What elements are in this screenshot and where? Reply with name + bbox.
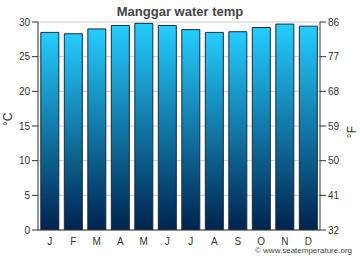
- html-text:© www.seatemperature.org: © www.seatemperature.org: [255, 246, 352, 255]
- svg-text:20: 20: [19, 86, 31, 97]
- svg-text:°F: °F: [345, 126, 352, 138]
- svg-text:J: J: [188, 236, 193, 247]
- svg-text:68: 68: [328, 86, 340, 97]
- svg-text:J: J: [47, 236, 52, 247]
- svg-text:M: M: [140, 236, 148, 247]
- svg-text:59: 59: [328, 121, 340, 132]
- html-text:Manggar water temp: Manggar water temp: [116, 4, 244, 19]
- svg-text:50: 50: [328, 155, 340, 166]
- svg-text:A: A: [117, 236, 124, 247]
- svg-text:S: S: [234, 236, 241, 247]
- svg-text:41: 41: [328, 190, 340, 201]
- svg-text:0: 0: [24, 225, 30, 236]
- svg-text:30: 30: [19, 17, 31, 28]
- svg-text:32: 32: [328, 225, 340, 236]
- svg-text:J: J: [165, 236, 170, 247]
- svg-text:N: N: [281, 236, 288, 247]
- svg-text:F: F: [70, 236, 76, 247]
- svg-text:O: O: [257, 236, 265, 247]
- svg-text:°C: °C: [8, 112, 15, 126]
- svg-text:77: 77: [328, 51, 340, 62]
- svg-text:15: 15: [19, 121, 31, 132]
- svg-text:25: 25: [19, 51, 31, 62]
- svg-text:10: 10: [19, 155, 31, 166]
- svg-text:M: M: [93, 236, 101, 247]
- svg-text:5: 5: [24, 190, 30, 201]
- svg-text:86: 86: [328, 17, 340, 28]
- svg-text:D: D: [305, 236, 312, 247]
- svg-text:A: A: [211, 236, 218, 247]
